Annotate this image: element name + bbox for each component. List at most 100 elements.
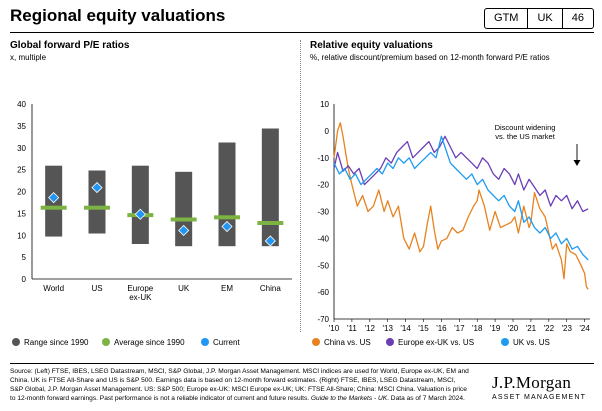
legend-range-swatch xyxy=(12,338,20,346)
right-y-tick-label: 0 xyxy=(325,127,330,136)
current-marker xyxy=(134,208,146,220)
right-x-tick-label: '13 xyxy=(382,324,393,333)
category-label: US xyxy=(91,284,102,293)
left-y-tick-label: 40 xyxy=(17,100,26,109)
right-x-tick-label: '19 xyxy=(490,324,501,333)
category-label: Europe ex-UK xyxy=(127,284,153,302)
category-label: China xyxy=(260,284,281,293)
range-bar xyxy=(131,165,149,244)
page-badges: GTM UK 46 xyxy=(484,8,594,29)
right-x-tick-label: '20 xyxy=(508,324,519,333)
china-vs-us-line xyxy=(333,122,589,290)
source-guide-title: Guide to the Markets - UK xyxy=(310,395,388,402)
category-label: World xyxy=(43,284,64,293)
average-marker xyxy=(40,205,67,210)
logo-wordmark: J.P.Morgan xyxy=(492,373,572,392)
badge-country: UK xyxy=(527,9,561,28)
category-label-line: China xyxy=(260,284,281,293)
category-label-line: US xyxy=(91,284,102,293)
category-label-line: World xyxy=(43,284,64,293)
average-marker xyxy=(214,215,240,220)
right-x-tick-label: '23 xyxy=(562,324,573,333)
left-chart-subtitle: x, multiple xyxy=(10,53,47,62)
legend-range-label: Range since 1990 xyxy=(24,338,89,347)
legend-uk-swatch xyxy=(501,338,509,346)
source-note: Source: (Left) FTSE, IBES, LSEG Datastre… xyxy=(10,367,470,403)
right-x-tick-label: '14 xyxy=(400,324,411,333)
right-y-tick-label: -40 xyxy=(317,234,329,243)
average-marker xyxy=(84,205,110,210)
category-label: UK xyxy=(178,284,190,293)
logo-subtitle: ASSET MANAGEMENT xyxy=(492,394,587,401)
legend-current-swatch xyxy=(201,338,209,346)
right-x-tick-label: '15 xyxy=(418,324,429,333)
right-y-tick-label: -60 xyxy=(317,288,329,297)
legend-uk-label: UK vs. US xyxy=(513,338,550,347)
right-x-tick-label: '12 xyxy=(365,324,376,333)
right-chart-subtitle: %, relative discount/premium based on 12… xyxy=(310,53,550,62)
right-x-tick-label: '24 xyxy=(579,324,590,333)
right-y-tick-label: -50 xyxy=(317,261,329,270)
right-x-tick-label: '16 xyxy=(436,324,447,333)
europe-vs-us-line xyxy=(333,135,589,213)
left-y-tick-label: 15 xyxy=(17,209,26,218)
left-y-tick-label: 25 xyxy=(17,166,26,175)
footer-rule xyxy=(10,363,594,364)
current-marker xyxy=(178,224,190,237)
right-x-tick-label: '22 xyxy=(544,324,555,333)
legend-china-label: China vs. US xyxy=(324,338,371,347)
current-marker xyxy=(91,181,103,194)
legend-europe-swatch xyxy=(386,338,394,346)
category-label-line: EM xyxy=(221,284,233,293)
right-x-tick-label: '21 xyxy=(526,324,537,333)
legend-current-label: Current xyxy=(213,338,240,347)
legend-europe-label: Europe ex-UK vs. US xyxy=(398,338,474,347)
range-bar xyxy=(218,142,236,247)
uk-vs-us-line xyxy=(333,135,589,261)
right-x-tick-label: '17 xyxy=(454,324,465,333)
legend-average-swatch xyxy=(102,338,110,346)
current-marker xyxy=(221,220,233,233)
annotation-line-2: vs. the US market xyxy=(495,132,556,141)
left-y-tick-label: 5 xyxy=(22,253,27,262)
page-title: Regional equity valuations xyxy=(10,6,226,25)
badge-page-number: 46 xyxy=(561,9,593,28)
legend-china-swatch xyxy=(312,338,320,346)
annotation-arrow-head xyxy=(573,160,581,166)
current-marker xyxy=(264,235,276,247)
annotation-line-1: Discount widening xyxy=(495,123,556,132)
average-marker xyxy=(170,217,197,222)
left-chart-title: Global forward P/E ratios xyxy=(10,40,130,51)
left-chart-pe-ratios: 0 5 10 15 20 25 30 35 40 World US Europe ex-UK UK EM Ch… xyxy=(12,100,292,347)
right-y-tick-label: -20 xyxy=(317,181,329,190)
category-label-line: Europe xyxy=(127,284,153,293)
right-x-tick-label: '11 xyxy=(347,324,357,333)
source-date: . Data as of 7 March 2024. xyxy=(387,395,465,402)
legend-average-label: Average since 1990 xyxy=(114,338,185,347)
current-marker xyxy=(48,192,60,204)
left-y-tick-label: 35 xyxy=(17,122,26,131)
right-chart-relative-valuations: -70 -60 -50 -40 -30 -20 -10 0 10 '10 '11 '12 '13 '14 '… xyxy=(312,100,590,347)
panel-divider xyxy=(300,40,301,332)
right-x-tick-label: '18 xyxy=(472,324,483,333)
left-y-tick-label: 10 xyxy=(17,231,26,240)
right-y-tick-label: -30 xyxy=(317,208,329,217)
source-text: Source: (Left) FTSE, IBES, LSEG Datastre… xyxy=(10,368,469,402)
category-label-line: ex-UK xyxy=(129,293,152,302)
range-bar xyxy=(175,171,193,247)
badge-region-code: GTM xyxy=(494,12,519,24)
right-chart-title: Relative equity valuations xyxy=(310,40,433,51)
header-rule xyxy=(10,32,594,33)
left-y-tick-label: 30 xyxy=(17,144,26,153)
right-y-tick-label: 10 xyxy=(320,100,329,109)
average-marker xyxy=(257,221,284,225)
jpmorgan-logo: J.P.Morgan ASSET MANAGEMENT xyxy=(492,373,596,401)
range-bar xyxy=(88,170,106,234)
right-y-tick-label: -70 xyxy=(317,315,329,324)
left-y-tick-label: 0 xyxy=(22,275,27,284)
category-label-line: UK xyxy=(178,284,190,293)
range-bar xyxy=(261,128,279,247)
left-y-tick-label: 20 xyxy=(17,188,26,197)
right-y-tick-label: -10 xyxy=(317,154,329,163)
category-label: EM xyxy=(221,284,233,293)
